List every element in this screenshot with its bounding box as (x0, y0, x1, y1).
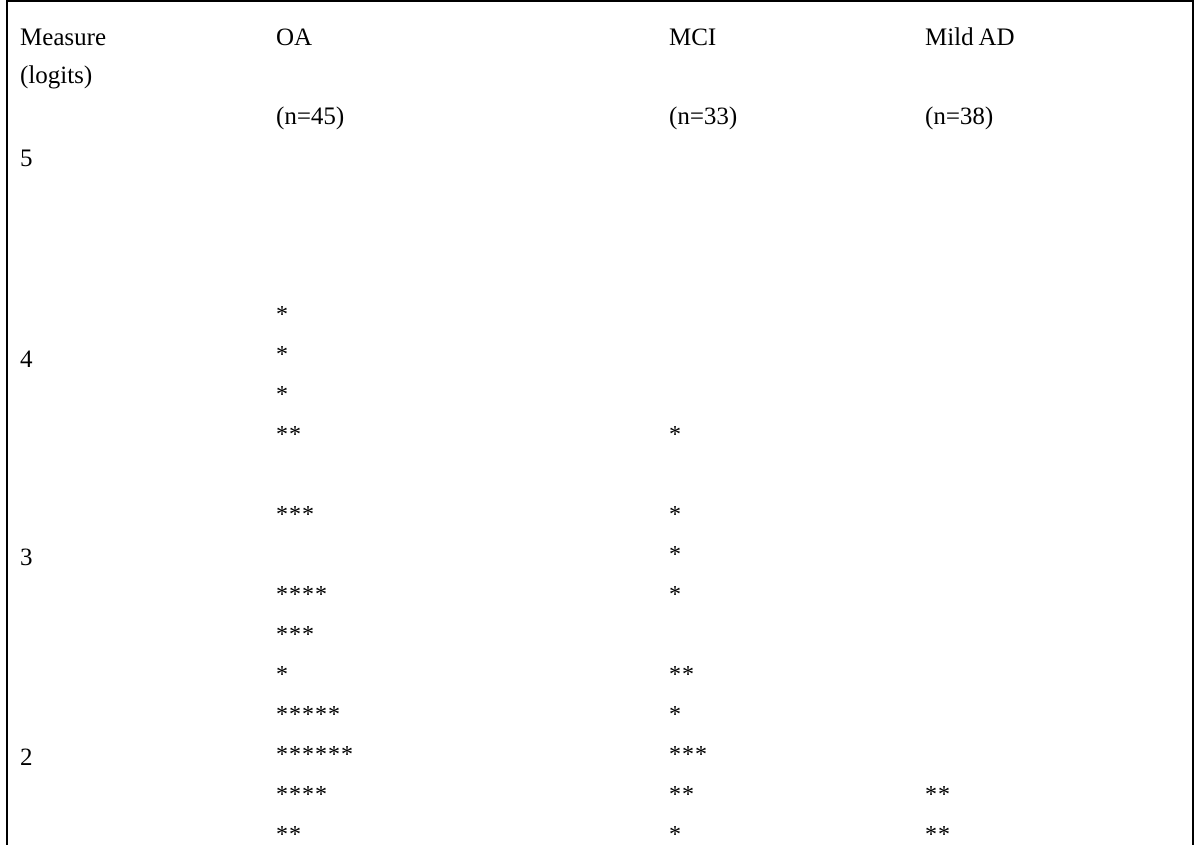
group-oa-n: (n=45) (276, 103, 345, 130)
star-cell-oa: **** (276, 782, 328, 808)
star-cell-mci: * (669, 582, 682, 608)
star-cell-oa: * (276, 302, 289, 328)
group-ad-name: Mild AD (925, 24, 1015, 51)
star-cell-oa: ****** (276, 742, 354, 768)
star-cell-oa: ** (276, 822, 302, 848)
star-cell-mci: *** (669, 742, 708, 768)
group-mci-name: MCI (669, 24, 717, 51)
star-cell-oa: ** (276, 422, 302, 448)
scale-label-4: 4 (20, 346, 33, 373)
group-ad-n: (n=38) (925, 103, 994, 130)
scale-label-3: 3 (20, 544, 33, 571)
star-cell-mci: * (669, 542, 682, 568)
star-cell-oa: *** (276, 502, 315, 528)
star-cell-oa: **** (276, 582, 328, 608)
star-cell-oa: *** (276, 622, 315, 648)
star-cell-mci: * (669, 702, 682, 728)
star-cell-oa: ***** (276, 702, 341, 728)
table-frame (6, 0, 1194, 845)
star-cell-mci: ** (669, 662, 695, 688)
measure-unit: (logits) (20, 62, 93, 89)
star-cell-oa: * (276, 342, 289, 368)
scale-label-5: 5 (20, 145, 33, 172)
star-cell-oa: * (276, 382, 289, 408)
group-oa-name: OA (276, 24, 313, 51)
measure-header: Measure (20, 24, 107, 51)
star-cell-ad: ** (925, 782, 951, 808)
star-cell-ad: ** (925, 822, 951, 848)
scale-label-2: 2 (20, 744, 33, 771)
star-cell-mci: * (669, 502, 682, 528)
star-cell-mci: * (669, 822, 682, 848)
star-cell-mci: ** (669, 782, 695, 808)
group-mci-n: (n=33) (669, 103, 738, 130)
star-cell-mci: * (669, 422, 682, 448)
star-cell-oa: * (276, 662, 289, 688)
